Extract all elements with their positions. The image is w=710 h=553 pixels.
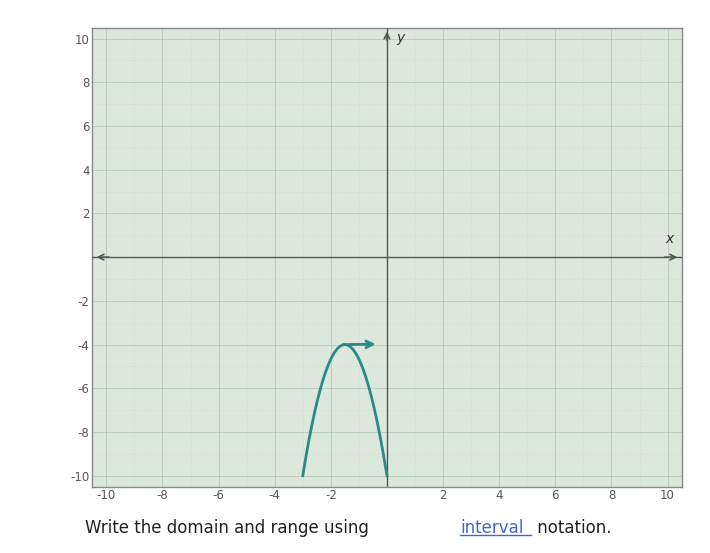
- Text: y: y: [397, 31, 405, 45]
- Text: notation.: notation.: [532, 519, 612, 537]
- Text: interval: interval: [460, 519, 523, 537]
- Text: x: x: [665, 232, 673, 246]
- Text: Write the domain and range using: Write the domain and range using: [85, 519, 374, 537]
